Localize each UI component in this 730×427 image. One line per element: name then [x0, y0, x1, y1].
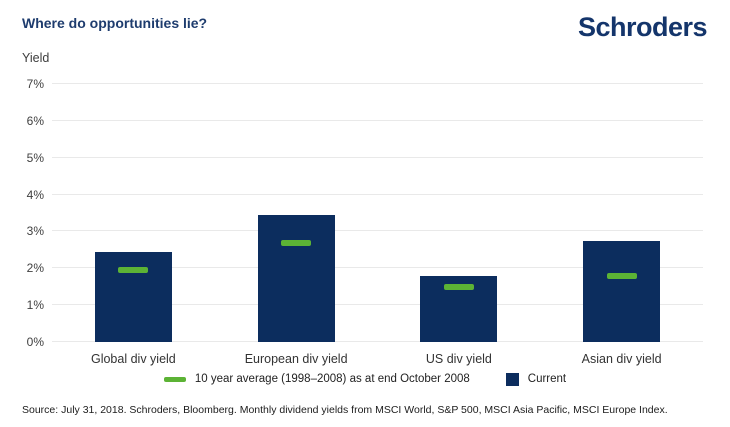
gridlines [52, 83, 703, 342]
y-tick-label: 7% [26, 77, 44, 91]
gridline [52, 193, 703, 195]
bar-current [583, 240, 661, 342]
bars: Global div yield European div yield US div… [52, 84, 703, 366]
ten-year-average-marker [118, 267, 149, 274]
ten-year-average-marker [443, 283, 474, 290]
y-tick-label: 2% [26, 261, 44, 276]
legend: 10 year average (1998–2008) as at end Oc… [0, 372, 730, 387]
gridline [52, 341, 703, 342]
gridline [52, 83, 703, 84]
legend-item-average: 10 year average (1998–2008) as at end Oc… [163, 372, 470, 387]
bar-current [257, 214, 335, 342]
schroders-logo: Schroders [577, 12, 708, 42]
x-axis-label: Asian div yield [581, 352, 662, 366]
source-note: Source: July 31, 2018. Schroders, Bloomb… [22, 404, 668, 416]
gridline [52, 304, 703, 306]
x-axis-label: European div yield [244, 352, 348, 366]
bar-group: Asian div yield [540, 84, 703, 366]
legend-average-label: 10 year average (1998–2008) as at end Oc… [194, 373, 470, 385]
plot-area: Global div yield European div yield US div… [52, 83, 703, 366]
chart-title: Where do opportunities lie? [22, 15, 208, 31]
bar-current [94, 251, 172, 342]
bar-group: Global div yield [52, 84, 215, 366]
legend-average-dash-swatch [163, 377, 186, 382]
y-tick-label: 0% [26, 335, 44, 349]
legend-item-current: Current [505, 372, 567, 387]
y-tick-label: 6% [26, 113, 44, 128]
gridline [52, 267, 703, 269]
y-tick-label: 4% [26, 187, 44, 202]
bar-group: US div yield [378, 84, 541, 366]
y-tick-label: 5% [26, 150, 44, 165]
gridline [52, 156, 703, 158]
legend-current-label: Current [527, 373, 567, 385]
bar-group: European div yield [215, 84, 378, 366]
y-axis-title: Yield [22, 51, 50, 65]
gridline [52, 119, 703, 121]
y-tick-label: 3% [26, 224, 44, 239]
ten-year-average-marker [281, 239, 312, 246]
legend-current-square-swatch [505, 373, 519, 386]
y-axis-ticks: 0% 1% 2% 3% 4% 5% 6% 7% [0, 77, 44, 349]
gridline [52, 230, 703, 232]
ten-year-average-marker [606, 272, 637, 279]
x-axis-label: Global div yield [90, 352, 176, 366]
y-tick-label: 1% [26, 298, 44, 313]
x-axis-label: US div yield [425, 352, 492, 366]
